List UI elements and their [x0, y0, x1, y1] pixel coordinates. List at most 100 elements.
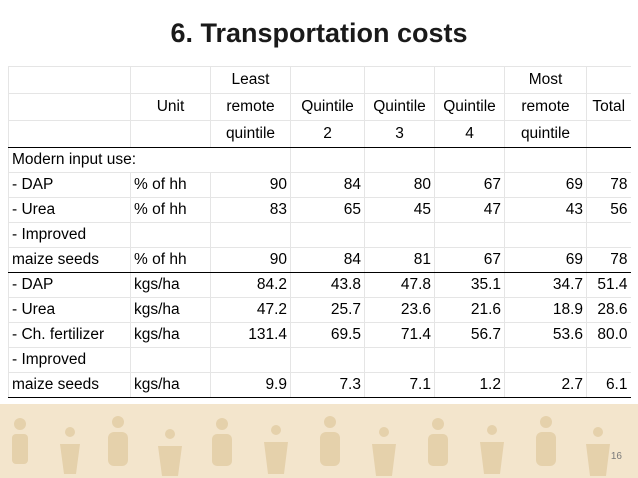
cell-least: 131.4	[210, 322, 291, 348]
header-q3-line1	[364, 66, 435, 94]
row-label: - Urea	[8, 197, 131, 223]
cell-q3: 80	[364, 172, 435, 198]
cell-q3	[364, 347, 435, 373]
header-total-line2: Total	[586, 93, 631, 121]
cell-least: 47.2	[210, 297, 291, 323]
row-label: - Ch. fertilizer	[8, 322, 131, 348]
table-row: maize seeds % of hh 90 84 81 67 69 78	[8, 247, 631, 273]
header-least-line3: quintile	[210, 120, 291, 148]
slide-title: 6. Transportation costs	[170, 18, 468, 48]
cell-q3: 7.1	[364, 372, 435, 398]
cell-total: 51.4	[586, 272, 631, 298]
header-row-3: quintile 2 3 4 quintile	[8, 120, 631, 148]
header-row-1: Least Most	[8, 66, 631, 94]
cell-least: 90	[210, 172, 291, 198]
header-total-line1	[586, 66, 631, 94]
cell-most: 69	[504, 172, 587, 198]
cell-least	[210, 347, 291, 373]
footer-decorative-band: 16	[0, 404, 638, 478]
cell-most	[504, 222, 587, 248]
cell-q4: 35.1	[434, 272, 505, 298]
cell-total: 56	[586, 197, 631, 223]
table-row: - Improved	[8, 222, 631, 248]
cell-least: 90	[210, 247, 291, 273]
row-label: maize seeds	[8, 372, 131, 398]
header-q4-line2: Quintile	[434, 93, 505, 121]
table-row: - Ch. fertilizer kgs/ha 131.4 69.5 71.4 …	[8, 322, 631, 348]
cell-q2: 84	[290, 247, 365, 273]
cell-q3: 47.8	[364, 272, 435, 298]
cell-q2: 7.3	[290, 372, 365, 398]
cell-q4	[434, 222, 505, 248]
cell-q4: 21.6	[434, 297, 505, 323]
cell-q2: 65	[290, 197, 365, 223]
page-number: 16	[610, 451, 622, 462]
row-label: - DAP	[8, 272, 131, 298]
cell-most: 43	[504, 197, 587, 223]
cell-total: 6.1	[586, 372, 631, 398]
table-row: maize seeds kgs/ha 9.9 7.3 7.1 1.2 2.7 6…	[8, 372, 631, 398]
header-q2-line2: Quintile	[290, 93, 365, 121]
row-unit: % of hh	[130, 172, 211, 198]
row-unit	[130, 222, 211, 248]
header-empty	[8, 120, 131, 148]
header-total-line3	[586, 120, 631, 148]
cell-q3	[364, 222, 435, 248]
cell-total	[586, 222, 631, 248]
data-table: Least Most Unit remote Quintile Quintile…	[8, 66, 631, 398]
cell-most: 69	[504, 247, 587, 273]
header-q2-line3: 2	[290, 120, 365, 148]
table-row: - Urea % of hh 83 65 45 47 43 56	[8, 197, 631, 223]
table-row: - DAP % of hh 90 84 80 67 69 78	[8, 172, 631, 198]
header-empty	[8, 93, 131, 121]
cell-q4: 1.2	[434, 372, 505, 398]
cell-most: 2.7	[504, 372, 587, 398]
header-unit: Unit	[130, 93, 211, 121]
cell-q3: 71.4	[364, 322, 435, 348]
section-label: Modern input use:	[8, 147, 291, 173]
cell-q2	[290, 347, 365, 373]
cell-total: 78	[586, 247, 631, 273]
table-row: - DAP kgs/ha 84.2 43.8 47.8 35.1 34.7 51…	[8, 272, 631, 298]
cell-q2: 84	[290, 172, 365, 198]
row-label: maize seeds	[8, 247, 131, 273]
header-unit-blank	[130, 120, 211, 148]
header-row-2: Unit remote Quintile Quintile Quintile r…	[8, 93, 631, 121]
cell-total: 78	[586, 172, 631, 198]
cell-total: 80.0	[586, 322, 631, 348]
row-label: - Improved	[8, 347, 131, 373]
row-label: - DAP	[8, 172, 131, 198]
cell-total	[586, 347, 631, 373]
row-unit	[130, 347, 211, 373]
cell-least	[210, 222, 291, 248]
cell-q2	[290, 222, 365, 248]
cell-q4	[434, 347, 505, 373]
header-q4-line1	[434, 66, 505, 94]
cell-q2: 25.7	[290, 297, 365, 323]
cell-q2: 69.5	[290, 322, 365, 348]
section-row: Modern input use:	[8, 147, 631, 173]
cell-most: 34.7	[504, 272, 587, 298]
cell-q4: 67	[434, 172, 505, 198]
cell-least: 83	[210, 197, 291, 223]
row-unit: kgs/ha	[130, 372, 211, 398]
row-unit: kgs/ha	[130, 322, 211, 348]
cell-q4: 67	[434, 247, 505, 273]
row-unit: kgs/ha	[130, 297, 211, 323]
cell-q4: 56.7	[434, 322, 505, 348]
cell-most: 18.9	[504, 297, 587, 323]
cell-q3: 45	[364, 197, 435, 223]
cell-total: 28.6	[586, 297, 631, 323]
header-unit-blank	[130, 66, 211, 94]
header-least-line1: Least	[210, 66, 291, 94]
header-q2-line1	[290, 66, 365, 94]
cell-least: 9.9	[210, 372, 291, 398]
row-unit: % of hh	[130, 197, 211, 223]
header-q3-line2: Quintile	[364, 93, 435, 121]
cell-q4: 47	[434, 197, 505, 223]
table-row: - Urea kgs/ha 47.2 25.7 23.6 21.6 18.9 2…	[8, 297, 631, 323]
row-unit: kgs/ha	[130, 272, 211, 298]
cell-most: 53.6	[504, 322, 587, 348]
footer-pattern-icon	[12, 416, 610, 476]
